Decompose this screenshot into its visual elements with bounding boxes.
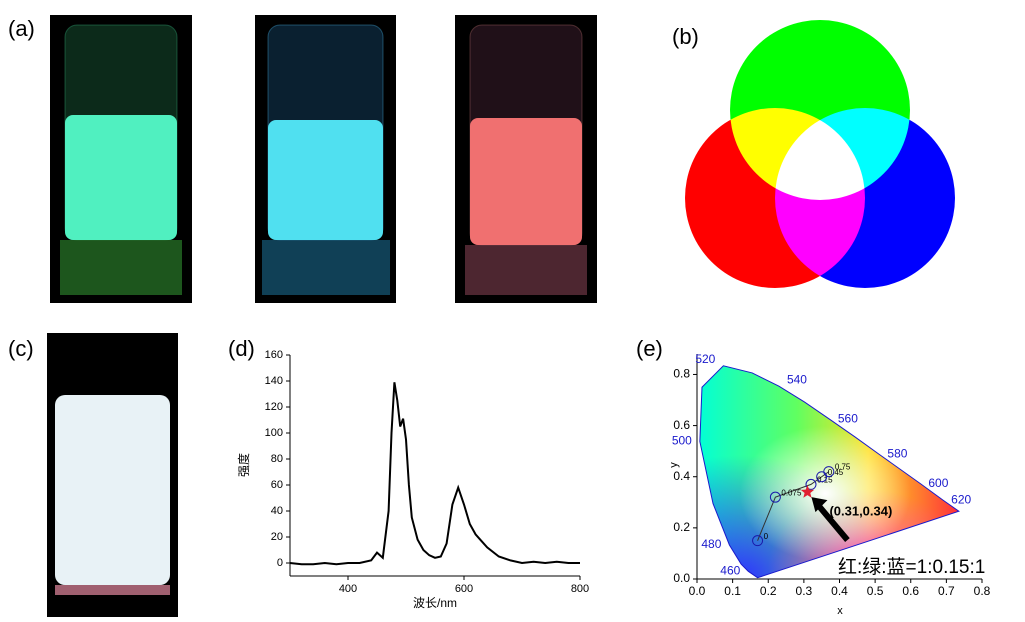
x-tick-label: 0.1 xyxy=(724,584,741,598)
figure: (a) (b) (c) (d) (e) 400 600 800 0 20 40 60 80 10… xyxy=(0,0,1025,617)
x-tick-label: 0.0 xyxy=(689,584,706,598)
x-tick-label: 0.5 xyxy=(867,584,884,598)
panel-label: (a) xyxy=(8,16,35,41)
y-tick-label: 0.2 xyxy=(673,520,690,534)
y-tick-label: 0.0 xyxy=(673,571,690,585)
panel-label: (e) xyxy=(636,336,663,361)
point-label: 0 xyxy=(764,532,769,541)
wavelength-label: 560 xyxy=(838,412,858,426)
wavelength-label: 600 xyxy=(928,476,948,490)
y-axis-label: 强度 xyxy=(236,453,251,477)
y-tick-label: 0.6 xyxy=(673,418,690,432)
wavelength-label: 460 xyxy=(720,564,740,578)
y-tick-label: 0.8 xyxy=(673,367,690,381)
y-tick-label: 40 xyxy=(271,505,283,517)
x-tick-label: 400 xyxy=(339,583,357,595)
annotation: 红:绿:蓝=1:0.15:1 xyxy=(838,556,985,578)
y-tick-label: 100 xyxy=(265,427,283,439)
y-tick-label: 80 xyxy=(271,453,283,465)
wavelength-label: 480 xyxy=(701,537,721,551)
x-axis-label: 波长/nm xyxy=(413,596,457,610)
y-tick-label: 20 xyxy=(271,531,283,543)
panel-label: (d) xyxy=(228,336,255,361)
x-tick-label: 800 xyxy=(571,583,589,595)
x-tick-label: 0.3 xyxy=(796,584,813,598)
x-tick-label: 0.7 xyxy=(938,584,955,598)
rgb-circles xyxy=(685,20,955,288)
x-tick-label: 0.8 xyxy=(974,584,991,598)
point-label: 0.75 xyxy=(835,463,851,472)
panel-label: (c) xyxy=(8,336,34,361)
photos xyxy=(47,15,597,617)
wavelength-label: 620 xyxy=(951,492,971,506)
panel-label: (b) xyxy=(672,24,699,49)
wavelength-label: 520 xyxy=(695,352,715,366)
highlight-label: (0.31,0.34) xyxy=(829,504,892,519)
wavelength-label: 500 xyxy=(672,434,692,448)
x-axis-label: x xyxy=(837,605,843,617)
y-tick-label: 0.4 xyxy=(673,469,690,483)
y-tick-label: 60 xyxy=(271,479,283,491)
x-tick-label: 0.4 xyxy=(831,584,848,598)
point-label: 0.075 xyxy=(781,488,802,497)
x-tick-label: 0.6 xyxy=(902,584,919,598)
y-tick-label: 120 xyxy=(265,401,283,413)
y-tick-label: 0 xyxy=(277,557,283,569)
x-tick-label: 600 xyxy=(455,583,473,595)
x-tick-label: 0.2 xyxy=(760,584,777,598)
y-axis-label: y xyxy=(668,462,680,468)
y-tick-label: 160 xyxy=(265,349,283,361)
wavelength-label: 580 xyxy=(887,447,907,461)
spectrum-line xyxy=(290,382,580,564)
y-tick-label: 140 xyxy=(265,375,283,387)
wavelength-label: 540 xyxy=(787,372,807,386)
